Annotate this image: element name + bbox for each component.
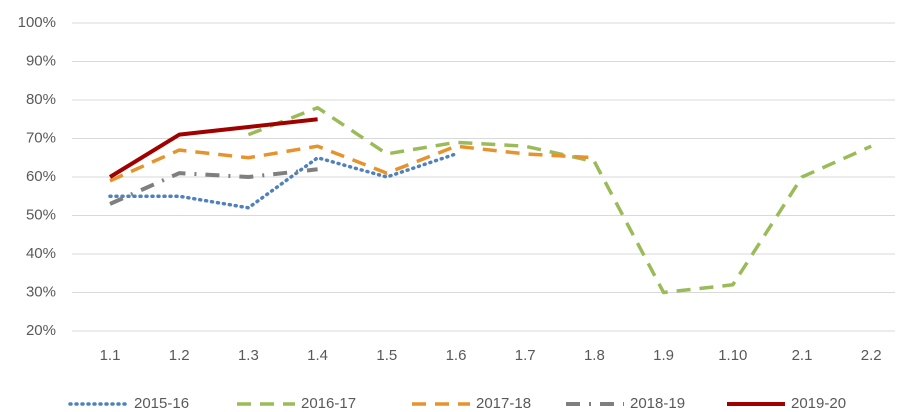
- x-tick-label: 1.9: [653, 347, 674, 364]
- x-tick-label: 2.1: [792, 347, 813, 364]
- y-tick-label: 30%: [26, 283, 56, 300]
- x-tick-label: 1.1: [100, 347, 121, 364]
- y-tick-label: 80%: [26, 91, 56, 108]
- x-tick-label: 1.4: [307, 347, 328, 364]
- x-tick-label: 1.5: [376, 347, 397, 364]
- x-tick-label: 1.8: [584, 347, 605, 364]
- y-tick-label: 100%: [18, 14, 56, 31]
- series-line: [108, 117, 318, 179]
- x-tick-label: 1.2: [169, 347, 190, 364]
- y-tick-label: 20%: [26, 322, 56, 339]
- y-tick-label: 40%: [26, 245, 56, 262]
- legend-label: 2019-20: [791, 395, 846, 412]
- series-line: [108, 152, 458, 210]
- x-tick-label: 1.10: [718, 347, 747, 364]
- x-tick-label: 2.2: [861, 347, 882, 364]
- y-tick-label: 50%: [26, 206, 56, 223]
- y-tick-label: 70%: [26, 129, 56, 146]
- legend-label: 2018-19: [630, 395, 685, 412]
- x-tick-label: 1.3: [238, 347, 259, 364]
- legend-label: 2015-16: [134, 395, 189, 412]
- series-line: [247, 105, 872, 295]
- x-tick-label: 1.6: [446, 347, 467, 364]
- y-tick-label: 60%: [26, 168, 56, 185]
- legend-label: 2016-17: [301, 395, 356, 412]
- series-line: [109, 167, 318, 206]
- y-tick-label: 90%: [26, 52, 56, 69]
- series-line: [109, 144, 595, 183]
- x-tick-label: 1.7: [515, 347, 536, 364]
- legend-label: 2017-18: [476, 395, 531, 412]
